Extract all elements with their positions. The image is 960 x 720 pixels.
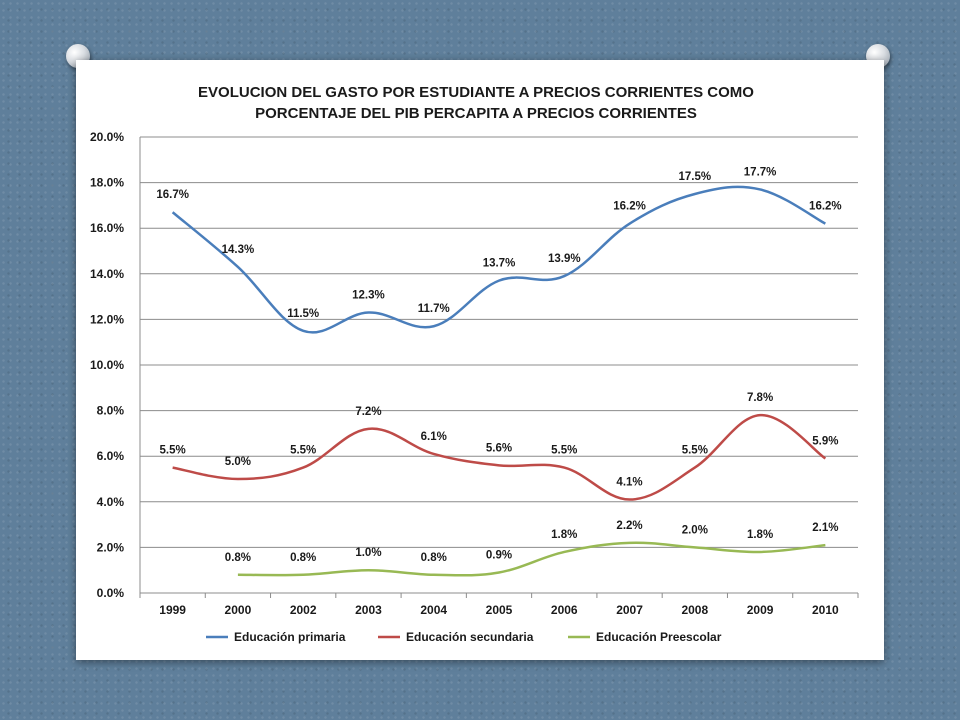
x-tick-label: 2010 bbox=[812, 603, 839, 617]
data-label-preescolar: 2.0% bbox=[682, 524, 708, 536]
y-tick-label: 2.0% bbox=[97, 540, 125, 554]
data-label-primaria: 11.5% bbox=[287, 308, 319, 320]
chart-title-line-1: EVOLUCION DEL GASTO POR ESTUDIANTE A PRE… bbox=[198, 84, 754, 101]
data-label-preescolar: 0.8% bbox=[421, 552, 447, 564]
x-tick-label: 2005 bbox=[486, 603, 513, 617]
data-label-primaria: 16.7% bbox=[156, 189, 189, 201]
data-label-secundaria: 5.5% bbox=[290, 445, 316, 457]
x-tick-label: 2004 bbox=[420, 603, 447, 617]
data-label-secundaria: 5.5% bbox=[682, 445, 708, 457]
y-tick-label: 4.0% bbox=[97, 495, 125, 509]
series-line-secundaria bbox=[172, 413, 827, 501]
y-tick-label: 12.0% bbox=[90, 312, 124, 326]
data-label-primaria: 16.2% bbox=[809, 201, 842, 213]
y-tick-label: 18.0% bbox=[90, 176, 124, 190]
data-label-primaria: 17.7% bbox=[744, 166, 777, 178]
data-label-preescolar: 0.8% bbox=[290, 552, 316, 564]
data-label-secundaria: 5.6% bbox=[486, 442, 512, 454]
y-tick-label: 20.0% bbox=[90, 130, 124, 144]
data-label-primaria: 14.3% bbox=[222, 244, 255, 256]
y-tick-label: 8.0% bbox=[97, 404, 125, 418]
data-label-preescolar: 0.8% bbox=[225, 552, 251, 564]
series-line-primaria bbox=[171, 185, 826, 334]
legend-label-secundaria: Educación secundaria bbox=[406, 630, 534, 644]
chart-card bbox=[76, 60, 884, 660]
x-tick-label: 2007 bbox=[616, 603, 643, 617]
y-tick-label: 10.0% bbox=[90, 358, 124, 372]
x-tick-label: 2002 bbox=[290, 603, 317, 617]
data-label-primaria: 12.3% bbox=[352, 290, 385, 302]
x-tick-label: 1999 bbox=[159, 603, 186, 617]
x-tick-label: 2000 bbox=[225, 603, 252, 617]
data-label-secundaria: 6.1% bbox=[421, 431, 447, 443]
chart-title-line-2: PORCENTAJE DEL PIB PERCAPITA A PRECIOS C… bbox=[255, 105, 697, 122]
data-label-secundaria: 7.2% bbox=[355, 406, 381, 418]
data-label-primaria: 16.2% bbox=[613, 201, 646, 213]
data-label-preescolar: 1.0% bbox=[355, 547, 381, 559]
series-line-preescolar bbox=[237, 541, 826, 577]
y-tick-label: 0.0% bbox=[97, 586, 125, 600]
x-tick-label: 2003 bbox=[355, 603, 382, 617]
data-label-secundaria: 5.5% bbox=[551, 445, 577, 457]
data-label-preescolar: 1.8% bbox=[551, 529, 577, 541]
data-label-preescolar: 2.2% bbox=[616, 520, 642, 532]
data-label-secundaria: 5.9% bbox=[812, 435, 838, 447]
x-tick-label: 2008 bbox=[681, 603, 708, 617]
y-tick-label: 14.0% bbox=[90, 267, 124, 281]
data-label-preescolar: 0.9% bbox=[486, 549, 512, 561]
x-tick-label: 2009 bbox=[747, 603, 774, 617]
data-label-primaria: 17.5% bbox=[679, 171, 712, 183]
data-label-secundaria: 5.0% bbox=[225, 456, 251, 468]
data-label-primaria: 11.7% bbox=[418, 303, 450, 315]
data-label-secundaria: 5.5% bbox=[160, 445, 186, 457]
data-label-preescolar: 2.1% bbox=[812, 522, 838, 534]
data-label-secundaria: 4.1% bbox=[616, 477, 642, 489]
legend-label-primaria: Educación primaria bbox=[234, 630, 346, 644]
data-label-secundaria: 7.8% bbox=[747, 392, 773, 404]
x-tick-label: 2006 bbox=[551, 603, 578, 617]
legend-label-preescolar: Educación Preescolar bbox=[596, 630, 722, 644]
data-label-preescolar: 1.8% bbox=[747, 529, 773, 541]
y-tick-label: 6.0% bbox=[97, 449, 125, 463]
data-label-primaria: 13.7% bbox=[483, 258, 516, 270]
y-tick-label: 16.0% bbox=[90, 221, 124, 235]
data-label-primaria: 13.9% bbox=[548, 253, 581, 265]
